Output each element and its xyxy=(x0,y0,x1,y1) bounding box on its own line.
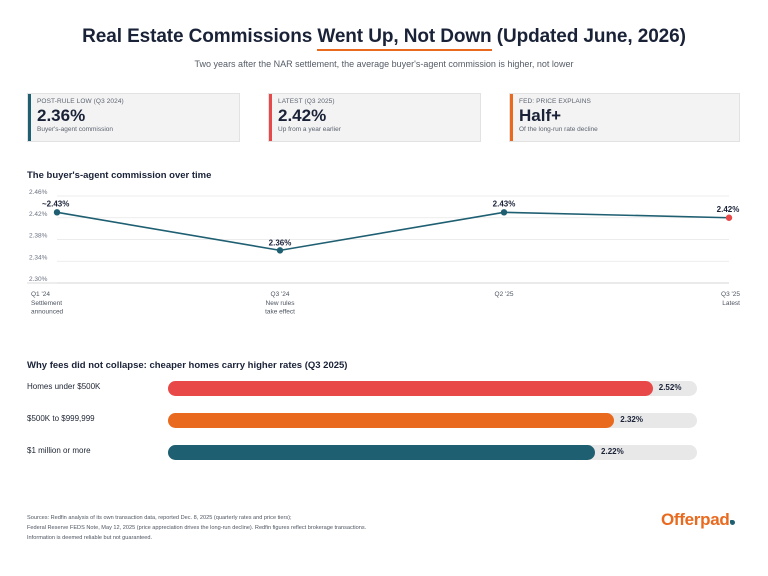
stat-card-note: Buyer's-agent commission xyxy=(37,126,114,133)
line-chart: 2.46% 2.42% 2.38% 2.34% 2.30% ~2.43% Q1 '24 Set… xyxy=(27,189,740,316)
footnote-line: Federal Reserve FEDS Note, May 12, 2025 … xyxy=(27,525,367,531)
brand-logo: Offerpad xyxy=(661,510,736,530)
line-chart-title: The buyer's-agent commission over time xyxy=(27,170,212,181)
bar-chart-title: Why fees did not collapse: cheaper homes… xyxy=(27,360,348,371)
x-tick-label: Q1 '24 xyxy=(31,291,50,298)
page-title: Real Estate Commissions Went Up, Not Dow… xyxy=(0,26,768,51)
y-tick-label: 2.42% xyxy=(29,211,48,218)
x-tick-sublabel: announced xyxy=(31,309,64,316)
bar-value-label: 2.52% xyxy=(658,383,682,392)
x-tick-sublabel: take effect xyxy=(265,309,295,316)
bar-row: $1 million or more 2.22% xyxy=(27,443,740,461)
data-point xyxy=(500,209,508,216)
bar xyxy=(168,445,596,460)
data-point xyxy=(53,209,61,216)
stat-card-label: FED: PRICE EXPLAINS xyxy=(519,98,591,105)
y-tick-label: 2.30% xyxy=(29,276,48,283)
bar xyxy=(168,381,653,396)
stat-card-latest: LATEST (Q3 2025) 2.42% Up from a year ea… xyxy=(268,93,481,142)
data-point xyxy=(725,214,733,221)
stat-card-value: 2.36% xyxy=(37,106,86,125)
bar-track xyxy=(168,445,697,460)
x-tick-label: Q3 '25 xyxy=(721,291,740,298)
data-label: ~2.43% xyxy=(42,199,69,208)
bar xyxy=(168,413,615,428)
stat-card-note: Up from a year earlier xyxy=(278,126,341,133)
y-tick-label: 2.46% xyxy=(29,189,48,196)
x-tick-sublabel: Settlement xyxy=(31,300,62,307)
bar-category-label: $500K to $999,999 xyxy=(27,414,95,423)
stat-card-label: LATEST (Q3 2025) xyxy=(278,98,335,105)
bar-category-label: Homes under $500K xyxy=(27,382,101,391)
stat-cards: POST-RULE LOW (Q3 2024) 2.36% Buyer's-ag… xyxy=(27,93,740,142)
bar-value-label: 2.32% xyxy=(620,415,643,424)
page-subtitle: Two years after the NAR settlement, the … xyxy=(194,59,574,69)
bar-track xyxy=(168,381,697,396)
stat-card-low: POST-RULE LOW (Q3 2024) 2.36% Buyer's-ag… xyxy=(27,93,240,142)
bar-track xyxy=(168,413,697,428)
x-tick-label: Q3 '24 xyxy=(271,291,290,298)
logo-text: Offerpad xyxy=(661,510,730,529)
title-highlight: Went Up, Not Down xyxy=(317,26,492,51)
data-label: 2.43% xyxy=(493,199,516,208)
data-point xyxy=(276,247,284,254)
logo-dot-icon xyxy=(730,520,736,525)
data-label: 2.42% xyxy=(717,205,740,214)
stat-card-value: 2.42% xyxy=(278,106,327,125)
stat-card-note: Of the long-run rate decline xyxy=(519,126,598,133)
x-tick-sublabel: Latest xyxy=(722,300,740,307)
footnote-line: Information is deemed reliable but not g… xyxy=(27,535,153,541)
footnote-line: Sources: Redfin analysis of its own tran… xyxy=(27,515,292,521)
stat-card-label: POST-RULE LOW (Q3 2024) xyxy=(37,98,124,105)
series-line xyxy=(56,211,730,252)
title-part-3: (Updated June, 2026) xyxy=(491,26,686,47)
y-tick-label: 2.34% xyxy=(29,254,48,261)
stat-card-value: Half+ xyxy=(519,106,562,125)
x-tick-label: Q2 '25 xyxy=(495,291,514,298)
stat-card-fed: FED: PRICE EXPLAINS Half+ Of the long-ru… xyxy=(509,93,740,142)
data-label: 2.36% xyxy=(269,238,292,247)
bar-row: $500K to $999,999 2.32% xyxy=(27,411,740,429)
source-footnote: Sources: Redfin analysis of its own tran… xyxy=(27,513,547,543)
bar-category-label: $1 million or more xyxy=(27,446,91,455)
bar-row: Homes under $500K 2.52% xyxy=(27,379,740,397)
x-tick-sublabel: New rules xyxy=(266,300,296,307)
y-tick-label: 2.38% xyxy=(29,233,48,240)
title-part-1: Real Estate Commissions xyxy=(82,26,318,47)
bar-value-label: 2.22% xyxy=(601,447,624,456)
